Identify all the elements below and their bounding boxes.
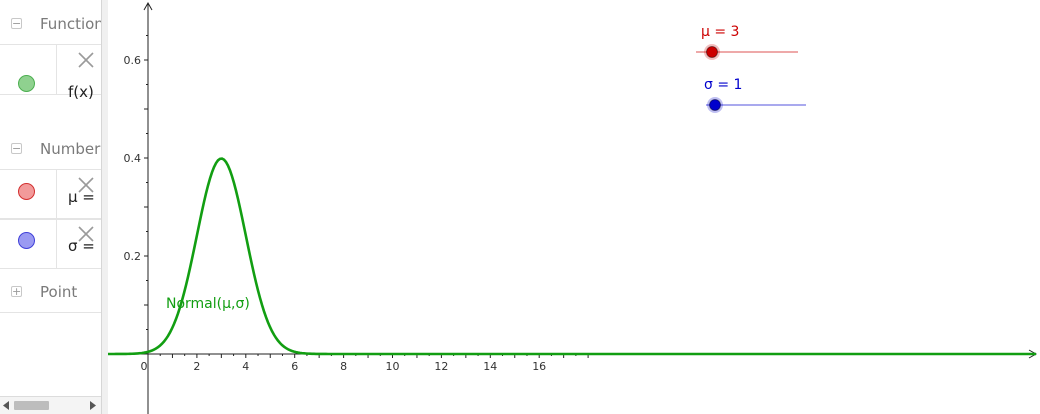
function-label[interactable]: Normal(μ,σ) xyxy=(166,296,250,312)
category-function[interactable]: − Function xyxy=(0,0,101,44)
algebra-item-sigma[interactable]: σ = xyxy=(0,218,101,269)
slider-label: μ = 3 xyxy=(701,24,739,40)
sigma-slider[interactable]: σ = 1 xyxy=(704,77,806,113)
x-tick-label: 8 xyxy=(340,360,347,373)
x-tick-label: 0 xyxy=(141,360,148,373)
divider xyxy=(56,219,57,268)
graphics-view[interactable]: 0 2 4 6 8 10 12 14 16 0.2 0.4 0.6 Normal(μ,σ) μ = 3… xyxy=(108,0,1040,414)
y-tick-label: 0.6 xyxy=(124,54,142,67)
x-tick-label: 6 xyxy=(291,360,298,373)
algebra-item-f[interactable]: f(x) xyxy=(0,44,101,101)
divider xyxy=(56,45,57,94)
x-tick-label: 2 xyxy=(193,360,200,373)
axes xyxy=(108,1,1038,414)
divider xyxy=(0,312,101,313)
mu-slider[interactable]: μ = 3 xyxy=(696,24,798,60)
view-splitter[interactable] xyxy=(101,0,108,414)
tick-labels: 0 2 4 6 8 10 12 14 16 0.2 0.4 0.6 xyxy=(124,35,589,373)
y-tick-label: 0.2 xyxy=(124,250,142,263)
x-tick-label: 12 xyxy=(434,360,448,373)
category-number[interactable]: − Number xyxy=(0,125,101,169)
close-icon[interactable] xyxy=(77,176,95,194)
x-tick-label: 4 xyxy=(242,360,249,373)
x-tick-label: 10 xyxy=(386,360,400,373)
item-definition[interactable]: σ = xyxy=(68,237,95,255)
collapse-toggle[interactable]: − xyxy=(11,142,22,155)
x-tick-label: 16 xyxy=(532,360,546,373)
slider-label: σ = 1 xyxy=(704,77,742,93)
scrollbar-thumb[interactable] xyxy=(14,401,49,410)
slider-handle[interactable] xyxy=(706,46,718,58)
horizontal-scrollbar[interactable] xyxy=(0,396,101,414)
scroll-right-icon[interactable] xyxy=(90,401,96,410)
category-point[interactable]: + Point xyxy=(0,268,101,312)
close-icon[interactable] xyxy=(77,225,95,243)
item-definition[interactable]: f(x) xyxy=(68,83,94,101)
expand-toggle[interactable]: + xyxy=(11,285,22,298)
normal-curve[interactable] xyxy=(108,157,1036,356)
category-label: Number xyxy=(40,140,101,158)
item-definition[interactable]: μ = xyxy=(68,188,95,206)
category-label: Point xyxy=(40,283,78,301)
visibility-toggle[interactable] xyxy=(18,183,35,200)
category-label: Function xyxy=(40,15,101,33)
close-icon[interactable] xyxy=(77,51,95,69)
sliders: μ = 3 σ = 1 xyxy=(696,24,806,113)
visibility-toggle[interactable] xyxy=(18,75,35,92)
slider-handle[interactable] xyxy=(709,99,721,111)
y-tick-label: 0.4 xyxy=(124,152,142,165)
x-tick-label: 14 xyxy=(483,360,497,373)
algebra-view: − Function f(x) − Number μ = σ = xyxy=(0,0,101,414)
collapse-toggle[interactable]: − xyxy=(11,17,22,30)
scroll-left-icon[interactable] xyxy=(3,401,9,410)
algebra-item-mu[interactable]: μ = xyxy=(0,169,101,220)
y-axis-arrow xyxy=(143,1,153,11)
divider xyxy=(56,170,57,219)
visibility-toggle[interactable] xyxy=(18,232,35,249)
